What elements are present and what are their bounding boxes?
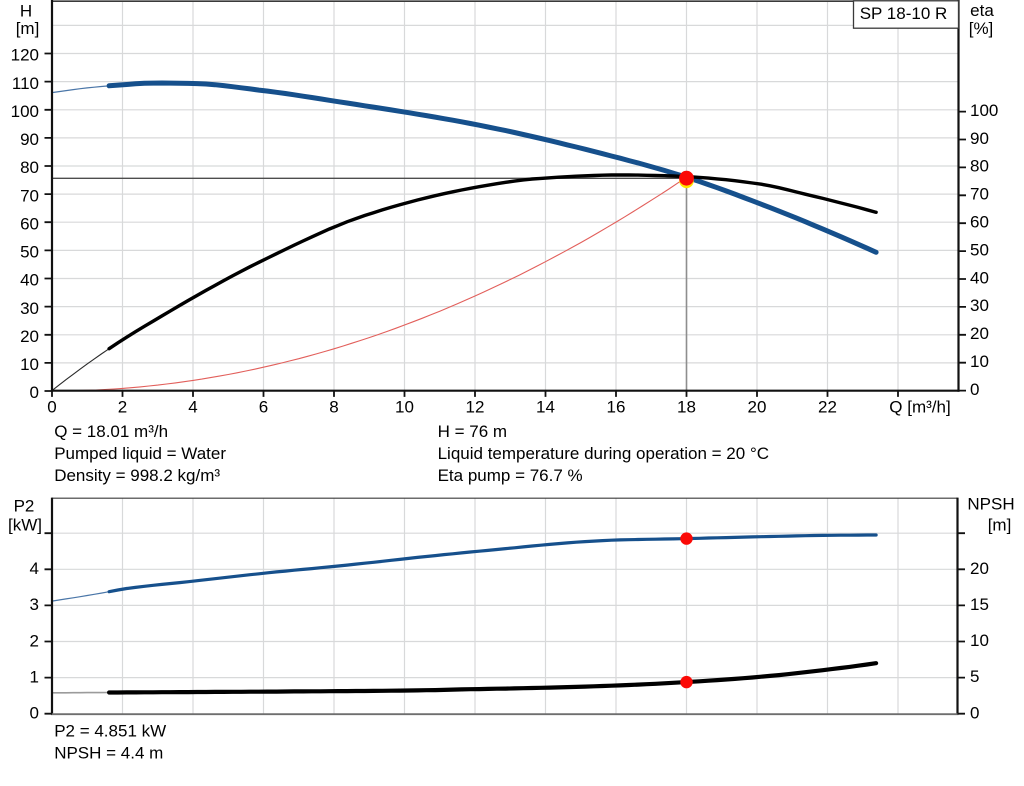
svg-text:60: 60 xyxy=(20,214,39,233)
svg-text:22: 22 xyxy=(818,398,837,417)
svg-text:15: 15 xyxy=(970,595,989,614)
svg-text:10: 10 xyxy=(970,352,989,371)
svg-text:0: 0 xyxy=(47,398,56,417)
svg-text:0: 0 xyxy=(970,703,979,722)
svg-text:100: 100 xyxy=(11,102,39,121)
svg-text:40: 40 xyxy=(970,268,989,287)
svg-text:1: 1 xyxy=(30,667,39,686)
svg-text:10: 10 xyxy=(970,631,989,650)
svg-text:Q [m³/h]: Q [m³/h] xyxy=(889,398,950,417)
svg-text:[%]: [%] xyxy=(969,19,994,38)
svg-text:H: H xyxy=(20,2,32,21)
svg-text:8: 8 xyxy=(329,398,338,417)
svg-text:16: 16 xyxy=(607,398,626,417)
svg-text:50: 50 xyxy=(970,240,989,259)
svg-text:20: 20 xyxy=(748,398,767,417)
svg-text:2: 2 xyxy=(118,398,127,417)
svg-text:4: 4 xyxy=(188,398,197,417)
svg-text:P2: P2 xyxy=(14,497,35,516)
svg-text:18: 18 xyxy=(677,398,696,417)
svg-text:70: 70 xyxy=(970,185,989,204)
svg-text:NPSH = 4.4 m: NPSH = 4.4 m xyxy=(54,743,163,762)
svg-text:eta: eta xyxy=(970,1,994,20)
svg-text:0: 0 xyxy=(970,380,979,399)
svg-text:80: 80 xyxy=(970,157,989,176)
svg-text:20: 20 xyxy=(20,327,39,346)
svg-text:[m]: [m] xyxy=(16,19,40,38)
svg-text:0: 0 xyxy=(30,704,39,723)
svg-text:Pumped liquid = Water: Pumped liquid = Water xyxy=(54,444,226,463)
svg-text:80: 80 xyxy=(20,158,39,177)
svg-text:60: 60 xyxy=(970,213,989,232)
svg-text:30: 30 xyxy=(970,296,989,315)
svg-text:120: 120 xyxy=(11,46,39,65)
svg-text:12: 12 xyxy=(466,398,485,417)
svg-text:20: 20 xyxy=(970,559,989,578)
svg-text:[kW]: [kW] xyxy=(8,516,42,535)
svg-text:2: 2 xyxy=(30,631,39,650)
svg-text:10: 10 xyxy=(395,398,414,417)
svg-text:90: 90 xyxy=(20,130,39,149)
svg-text:20: 20 xyxy=(970,324,989,343)
svg-text:SP 18-10 R: SP 18-10 R xyxy=(860,4,948,23)
svg-text:5: 5 xyxy=(970,667,979,686)
svg-text:P2 = 4.851 kW: P2 = 4.851 kW xyxy=(54,721,166,740)
svg-text:90: 90 xyxy=(970,129,989,148)
svg-text:H = 76 m: H = 76 m xyxy=(438,422,507,441)
svg-text:NPSH: NPSH xyxy=(967,495,1014,514)
svg-text:0: 0 xyxy=(30,383,39,402)
svg-text:70: 70 xyxy=(20,186,39,205)
svg-text:Density = 998.2 kg/m³: Density = 998.2 kg/m³ xyxy=(54,466,220,485)
svg-text:50: 50 xyxy=(20,243,39,262)
svg-text:110: 110 xyxy=(12,74,39,93)
svg-text:4: 4 xyxy=(30,559,39,578)
svg-text:Eta pump = 76.7 %: Eta pump = 76.7 % xyxy=(438,466,583,485)
svg-text:3: 3 xyxy=(30,595,39,614)
svg-text:[m]: [m] xyxy=(988,516,1012,535)
svg-text:Liquid temperature during oper: Liquid temperature during operation = 20… xyxy=(438,444,769,463)
svg-text:100: 100 xyxy=(970,101,998,120)
svg-text:10: 10 xyxy=(20,355,39,374)
svg-text:6: 6 xyxy=(259,398,268,417)
svg-text:14: 14 xyxy=(536,398,555,417)
svg-text:30: 30 xyxy=(20,299,39,318)
svg-text:40: 40 xyxy=(20,271,39,290)
svg-text:Q = 18.01 m³/h: Q = 18.01 m³/h xyxy=(54,422,168,441)
